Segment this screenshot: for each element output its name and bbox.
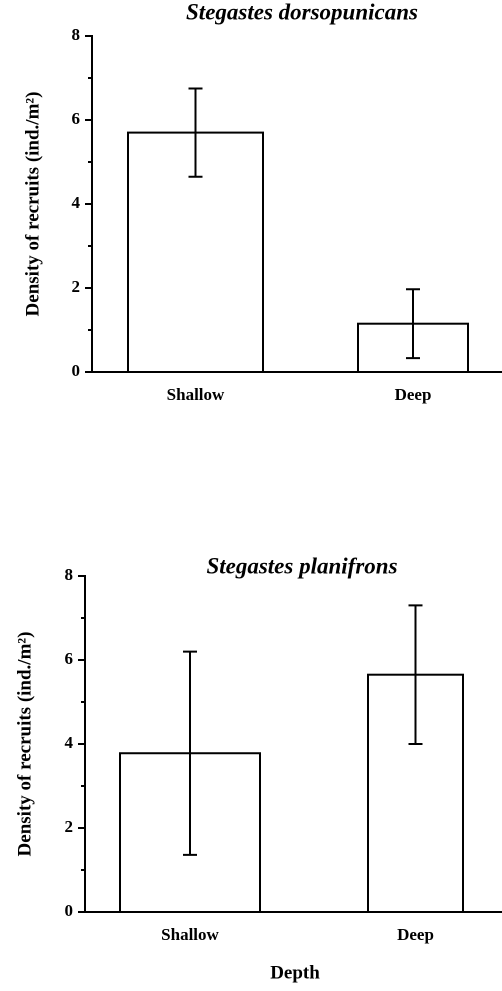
x-tick-label: Shallow — [167, 385, 225, 404]
error-bar — [188, 87, 203, 178]
chart-title: Stegastes dorsopunicans — [186, 0, 418, 24]
y-axis-label: Density of recruits (ind./m²) — [14, 632, 35, 857]
y-tick-label: 4 — [65, 733, 74, 752]
y-tick-label: 8 — [65, 565, 74, 584]
y-tick-label: 6 — [72, 109, 81, 128]
x-tick-label: Shallow — [161, 925, 219, 944]
x-axis-label: Depth — [270, 962, 320, 983]
y-tick-label: 8 — [72, 25, 81, 44]
x-tick-label: Deep — [395, 385, 432, 404]
error-bar — [408, 604, 423, 745]
y-tick-label: 2 — [72, 277, 81, 296]
chart-title: Stegastes planifrons — [206, 553, 397, 578]
y-tick-label: 0 — [72, 361, 81, 380]
y-tick-label: 2 — [65, 817, 74, 836]
y-tick-label: 6 — [65, 649, 74, 668]
x-tick-label: Deep — [397, 925, 434, 944]
y-axis-label: Density of recruits (ind./m²) — [22, 92, 43, 317]
y-tick-label: 0 — [65, 901, 74, 920]
error-bar — [183, 650, 197, 856]
y-tick-label: 4 — [72, 193, 81, 212]
error-bar — [406, 288, 420, 360]
